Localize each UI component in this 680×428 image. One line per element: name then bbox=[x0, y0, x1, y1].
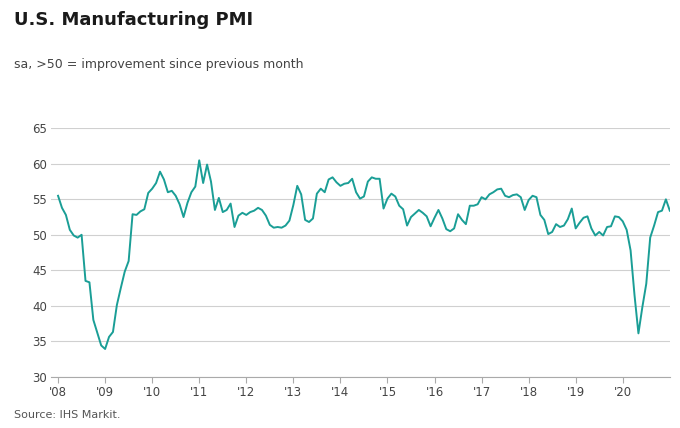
Text: U.S. Manufacturing PMI: U.S. Manufacturing PMI bbox=[14, 11, 253, 29]
Text: sa, >50 = improvement since previous month: sa, >50 = improvement since previous mon… bbox=[14, 58, 303, 71]
Text: Source: IHS Markit.: Source: IHS Markit. bbox=[14, 410, 120, 420]
